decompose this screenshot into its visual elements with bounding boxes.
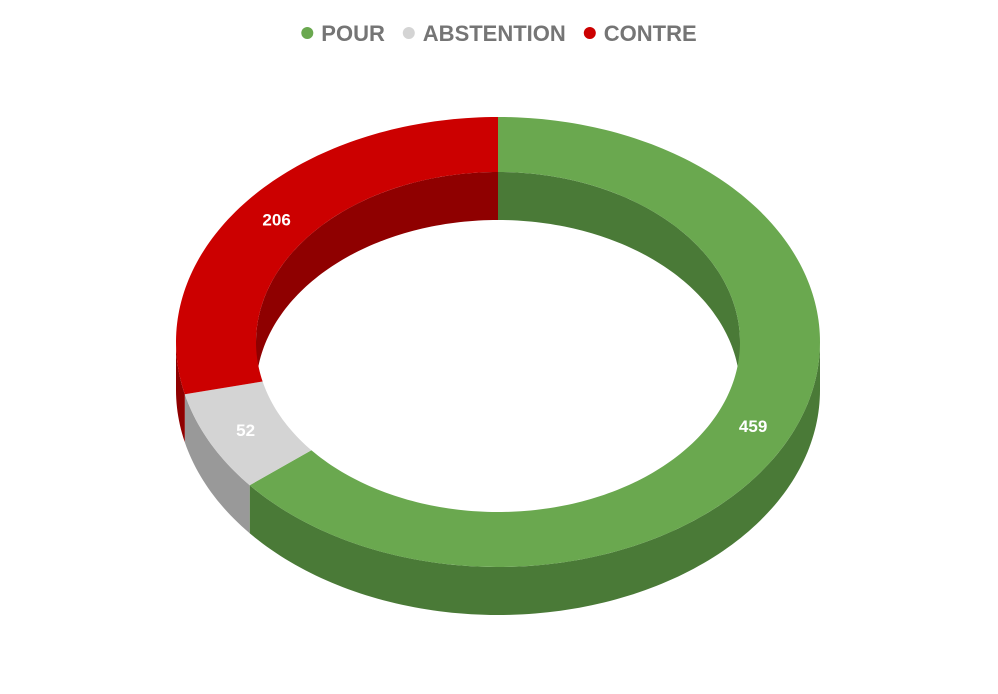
legend-marker-pour xyxy=(301,27,314,39)
outer-wall-contre xyxy=(176,342,185,443)
outer-wall-abstention xyxy=(184,394,250,534)
donut-plot: 459 52 206 xyxy=(176,117,820,615)
legend-label-pour: POUR xyxy=(321,21,385,46)
legend-marker-abstention xyxy=(402,27,415,39)
legend-item-pour: POUR xyxy=(301,21,385,46)
legend-marker-contre xyxy=(583,27,596,39)
legend-label-abstention: ABSTENTION xyxy=(423,21,566,46)
legend-label-contre: CONTRE xyxy=(604,21,697,46)
legend: POUR ABSTENTION CONTRE xyxy=(301,21,697,46)
slice-contre[interactable] xyxy=(176,117,498,395)
outer-wall-pour xyxy=(249,342,820,615)
data-label-contre: 206 xyxy=(262,211,290,230)
data-label-abstention: 52 xyxy=(236,421,255,440)
inner-wall-pour xyxy=(498,172,740,390)
inner-wall-contre xyxy=(256,172,498,390)
slice-pour[interactable] xyxy=(249,117,820,567)
legend-item-contre: CONTRE xyxy=(583,21,697,46)
legend-item-abstention: ABSTENTION xyxy=(402,21,566,46)
slice-abstention[interactable] xyxy=(184,381,312,486)
data-label-pour: 459 xyxy=(739,417,767,436)
